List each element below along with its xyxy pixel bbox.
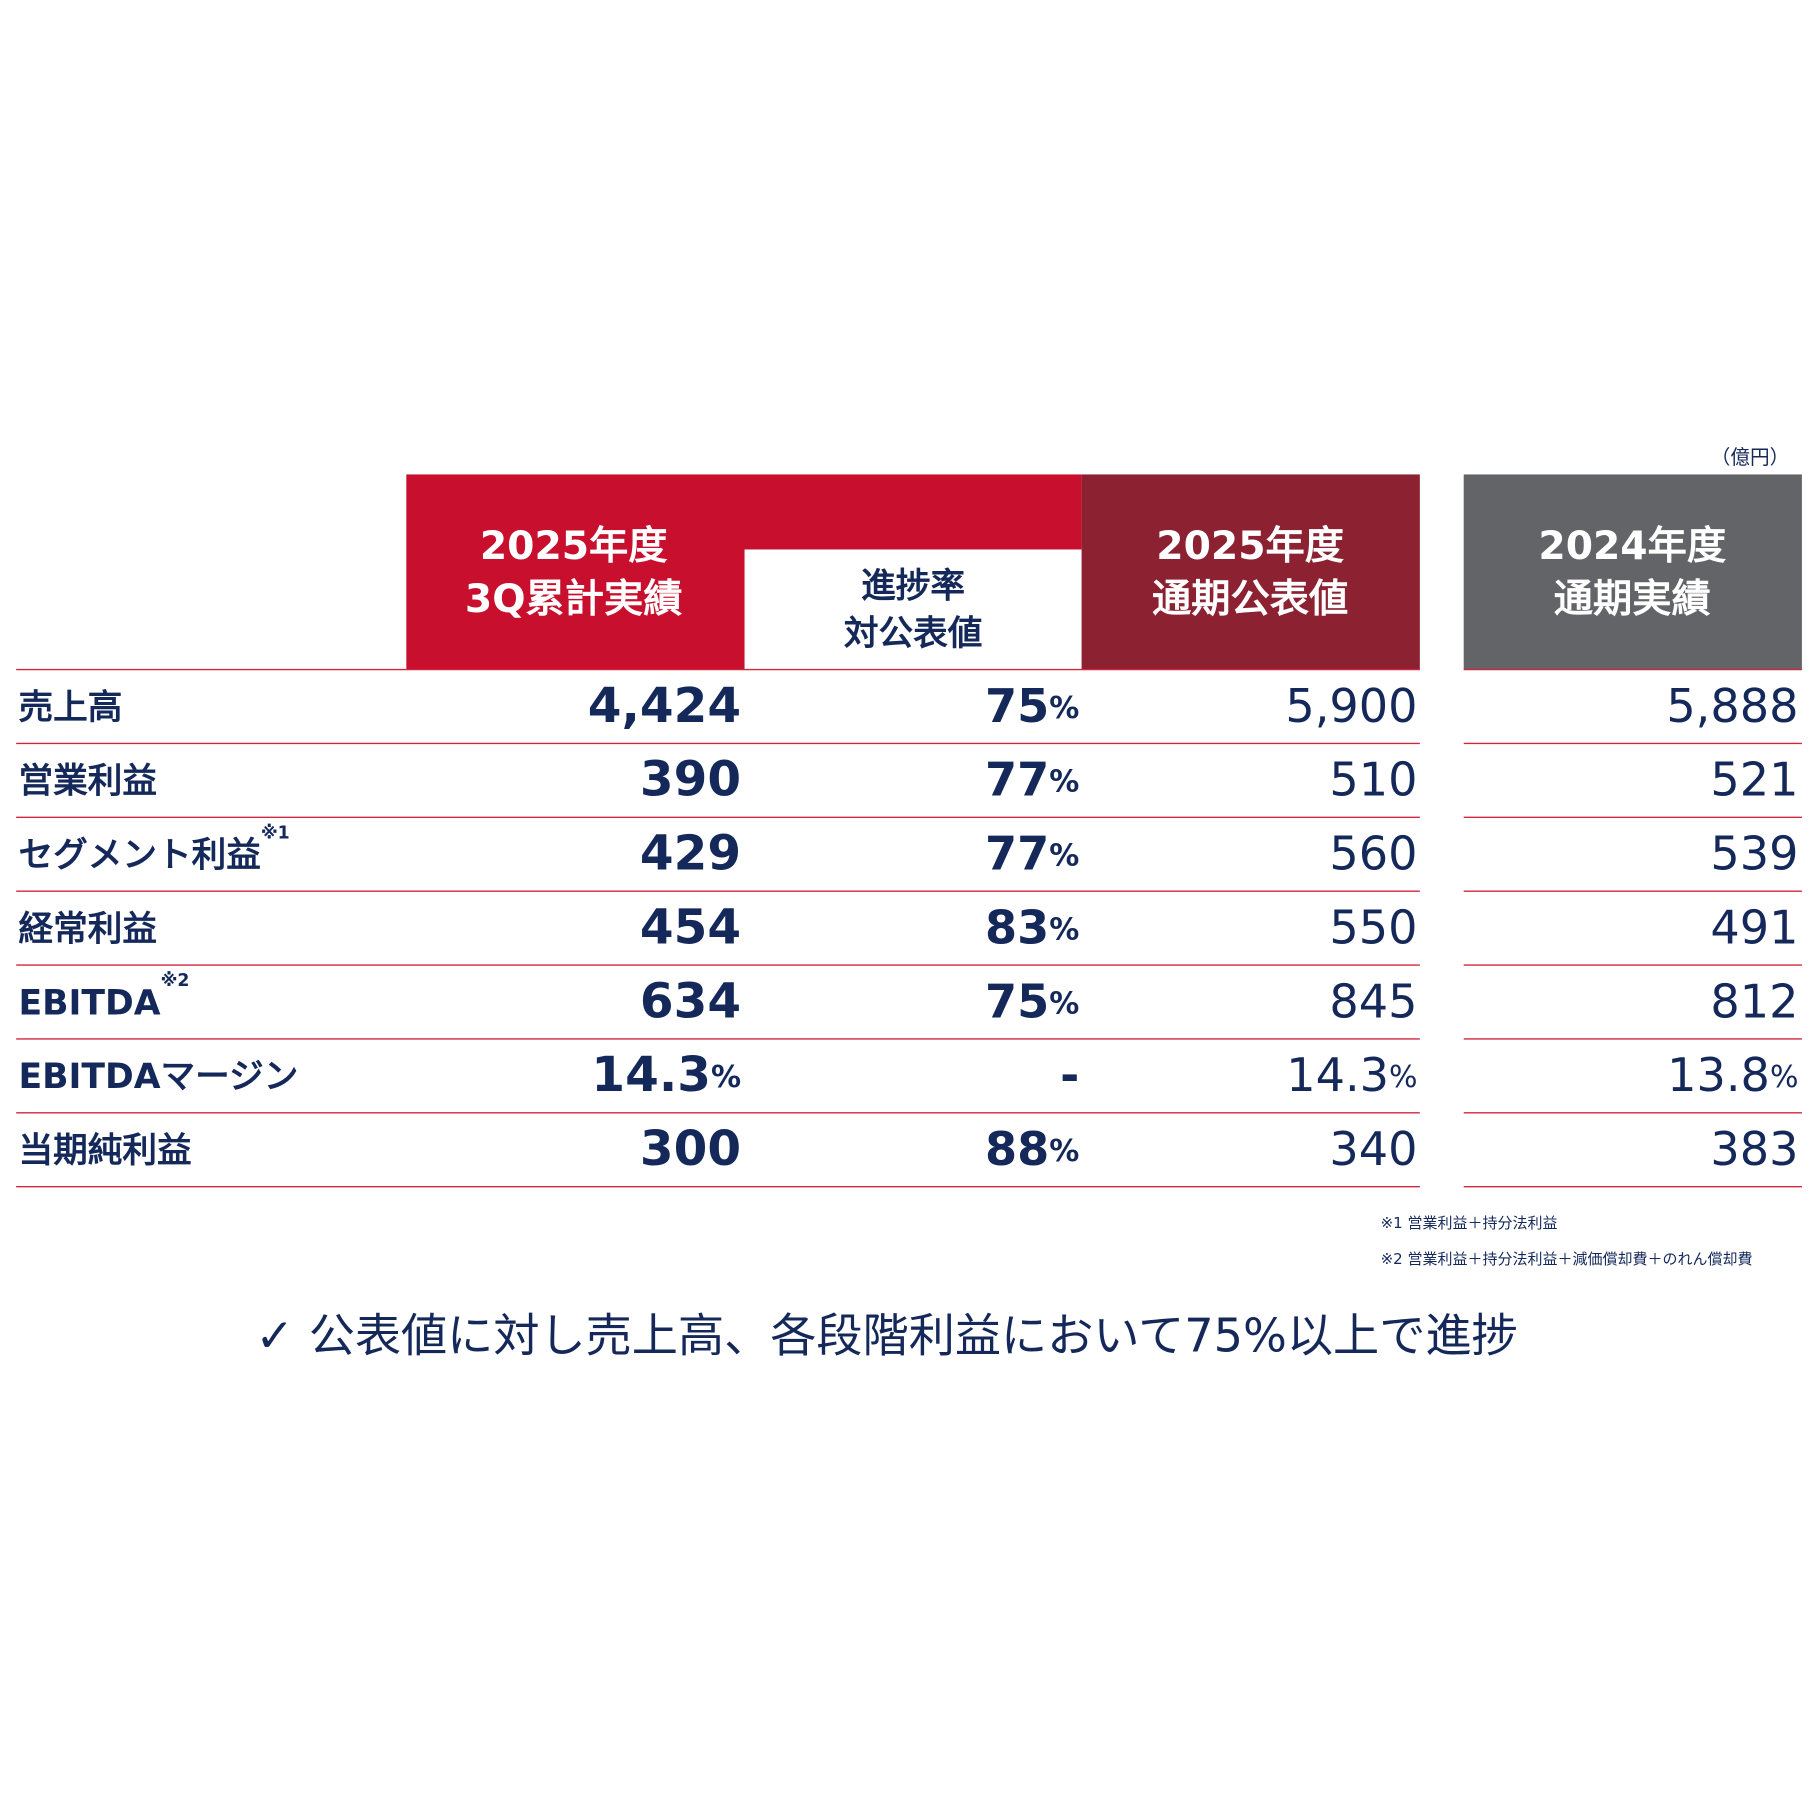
column-header: 2025年度 — [480, 524, 668, 569]
row-label-text: EBITDA — [18, 983, 160, 1023]
row-label: 売上高 — [18, 688, 122, 728]
cell: 83% — [985, 900, 1079, 954]
cell-value: 5,888 — [1666, 678, 1798, 732]
cell-value: 340 — [1329, 1122, 1417, 1176]
cell: 13.8% — [1667, 1048, 1798, 1102]
cell: 812 — [1710, 974, 1798, 1028]
cell: - — [1060, 1048, 1079, 1102]
row-label-text: EBITDAマージン — [18, 1057, 298, 1097]
column-header: 進捗率 — [861, 567, 965, 607]
cell-value: 429 — [640, 826, 741, 882]
cell-unit: % — [1049, 690, 1079, 725]
cell: 634 — [640, 973, 741, 1029]
cell: 845 — [1329, 974, 1417, 1028]
cell-value: 14.3 — [1286, 1048, 1389, 1102]
summary: ✓ 公表値に対し売上高、各段階利益において75%以上で進捗 — [255, 1309, 1517, 1363]
cell: 5,900 — [1285, 678, 1417, 732]
header-dark-red — [1081, 474, 1420, 670]
header-gray — [1463, 474, 1802, 670]
column-header: 通期公表値 — [1152, 577, 1348, 622]
cell: 454 — [640, 899, 741, 955]
footnote: ※2 営業利益＋持分法利益＋減価償却費＋のれん償却費 — [1381, 1250, 1753, 1268]
cell-unit: % — [1770, 1060, 1799, 1095]
row-label-text: 当期純利益 — [18, 1131, 191, 1171]
column-header: 2024年度 — [1538, 524, 1726, 569]
row-label: 営業利益 — [18, 762, 157, 802]
cell: 300 — [640, 1121, 741, 1177]
cell: 539 — [1710, 826, 1798, 880]
cell-value: 77 — [985, 826, 1049, 880]
cell-value: 14.3 — [591, 1047, 711, 1103]
column-header: 3Q累計実績 — [465, 577, 683, 622]
cell-value: 4,424 — [588, 678, 741, 734]
cell: 4,424 — [588, 678, 741, 734]
cell-value: 83 — [985, 900, 1049, 954]
footnote-ref: ※2 — [161, 971, 190, 991]
cell-value: 13.8 — [1667, 1048, 1770, 1102]
row-label: EBITDA※2 — [18, 971, 189, 1023]
cell: 383 — [1710, 1122, 1798, 1176]
row-label-text: 売上高 — [18, 688, 122, 728]
cell-value: 491 — [1710, 900, 1798, 954]
cell-value: 300 — [640, 1121, 741, 1177]
cell: 390 — [640, 752, 741, 808]
cell: 510 — [1329, 752, 1417, 806]
cell: 14.3% — [1286, 1048, 1417, 1102]
row-label: 経常利益 — [18, 909, 157, 949]
cell-value: 88 — [985, 1122, 1049, 1176]
footnote: ※1 営業利益＋持分法利益 — [1381, 1214, 1558, 1232]
cell: 521 — [1710, 752, 1798, 806]
cell: 14.3% — [591, 1047, 741, 1103]
cell: 550 — [1329, 900, 1417, 954]
cell: 75% — [985, 678, 1079, 732]
cell: 429 — [640, 826, 741, 882]
cell-value: 5,900 — [1285, 678, 1417, 732]
unit-note: （億円） — [1711, 446, 1789, 469]
cell: 340 — [1329, 1122, 1417, 1176]
cell-value: 75 — [985, 678, 1049, 732]
cell: 5,888 — [1666, 678, 1798, 732]
row-label: EBITDAマージン — [18, 1057, 298, 1097]
cell-unit: % — [711, 1060, 741, 1095]
row-label-text: 経常利益 — [18, 909, 157, 949]
cell: 77% — [985, 826, 1079, 880]
cell: 77% — [985, 752, 1079, 806]
row-label: 当期純利益 — [18, 1131, 191, 1171]
row-label-text: セグメント利益 — [18, 836, 260, 876]
row-label: セグメント利益※1 — [18, 823, 289, 875]
cell-value: 454 — [640, 899, 741, 955]
row-label-text: 営業利益 — [18, 762, 157, 802]
footnote-ref: ※1 — [261, 823, 290, 843]
cell-value: 383 — [1710, 1122, 1798, 1176]
cell-value: 812 — [1710, 974, 1798, 1028]
cell-value: 539 — [1710, 826, 1798, 880]
cell-value: 77 — [985, 752, 1049, 806]
cell-value: 75 — [985, 974, 1049, 1028]
cell-value: 550 — [1329, 900, 1417, 954]
cell-unit: % — [1389, 1060, 1418, 1095]
cell-unit: % — [1049, 912, 1079, 947]
column-header: 対公表値 — [844, 614, 983, 654]
column-header: 2025年度 — [1156, 524, 1344, 569]
header-white-box — [744, 549, 1082, 670]
cell-value: - — [1060, 1048, 1079, 1102]
cell-unit: % — [1049, 986, 1079, 1021]
cell-unit: % — [1049, 764, 1079, 799]
cell: 88% — [985, 1122, 1079, 1176]
cell-value: 560 — [1329, 826, 1417, 880]
cell-unit: % — [1049, 1134, 1079, 1169]
cell: 560 — [1329, 826, 1417, 880]
cell-value: 510 — [1329, 752, 1417, 806]
cell-value: 390 — [640, 752, 741, 808]
cell-value: 521 — [1710, 752, 1798, 806]
cell-unit: % — [1049, 838, 1079, 873]
cell-value: 845 — [1329, 974, 1417, 1028]
cell: 75% — [985, 974, 1079, 1028]
cell-value: 634 — [640, 973, 741, 1029]
cell: 491 — [1710, 900, 1798, 954]
column-header: 通期実績 — [1554, 577, 1711, 622]
